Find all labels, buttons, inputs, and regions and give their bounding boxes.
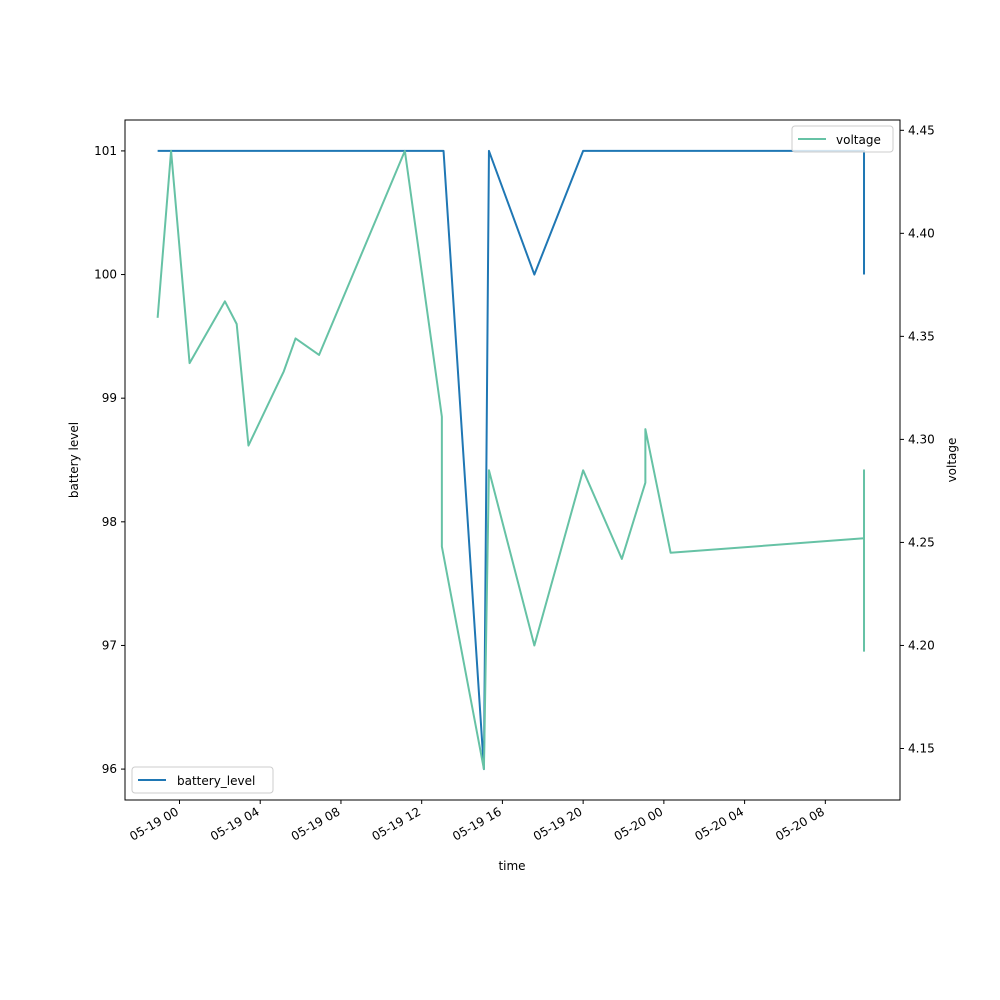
y-left-tick-label: 100	[94, 268, 117, 282]
y-left-tick-label: 98	[102, 515, 117, 529]
y-right-tick-label: 4.30	[908, 432, 935, 446]
y-left-tick-label: 96	[102, 762, 117, 776]
y-axis-left: 96 97 98 99 100 101	[94, 144, 125, 776]
legend-box	[791, 125, 894, 153]
plot-frame	[124, 119, 901, 801]
y-right-tick-label: 4.35	[908, 329, 935, 343]
y-left-tick-label: 97	[102, 638, 117, 652]
x-axis-label: time	[498, 859, 525, 873]
y-axis-right: 4.15 4.20 4.25 4.30 4.35 4.40 4.45	[900, 123, 935, 755]
y-right-tick-label: 4.45	[908, 123, 935, 137]
y-left-tick-label: 99	[102, 391, 117, 405]
y-right-tick-label: 4.25	[908, 535, 935, 549]
y-right-tick-label: 4.15	[908, 741, 935, 755]
legend-battery-level: battery_level	[131, 766, 274, 794]
legend-label: voltage	[836, 133, 881, 147]
y-right-tick-label: 4.20	[908, 638, 935, 652]
y-left-tick-label: 101	[94, 144, 117, 158]
y-axis-right-label: voltage	[945, 438, 959, 483]
legend-voltage: voltage	[791, 125, 894, 153]
legend-label: battery_level	[177, 774, 255, 788]
y-axis-left-label: battery level	[67, 422, 81, 498]
y-right-tick-label: 4.40	[908, 226, 935, 240]
series-line-voltage	[156, 149, 866, 771]
legend-box	[131, 766, 274, 794]
